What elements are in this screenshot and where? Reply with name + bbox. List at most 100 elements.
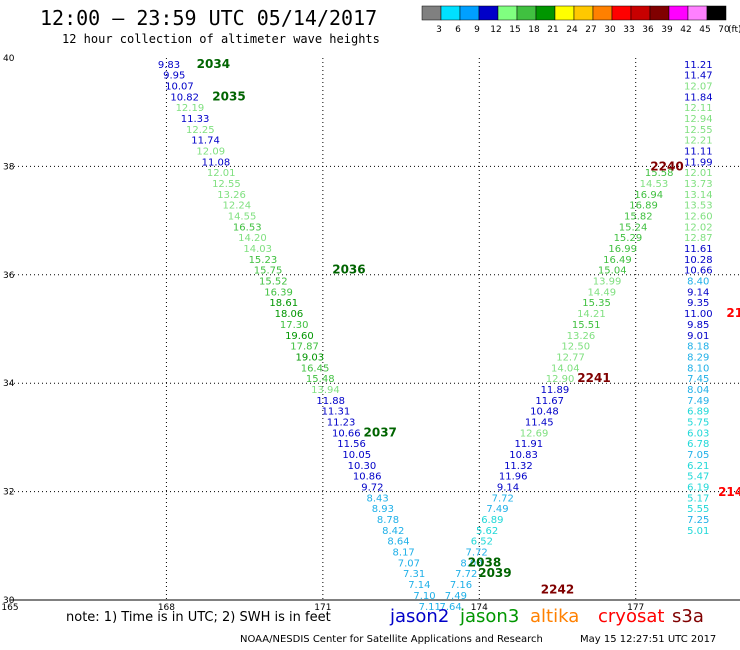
wave-height-point: 11.67: [535, 396, 564, 407]
wave-height-point: 7.05: [687, 450, 709, 461]
legend-jason2: jason2: [390, 606, 450, 627]
wave-height-point: 5.47: [687, 472, 709, 483]
x-tick-label: 168: [158, 603, 175, 610]
wave-height-point: 15.29: [614, 233, 643, 244]
wave-height-point: 5.01: [687, 526, 709, 537]
wave-height-point: 15.82: [624, 212, 653, 223]
pass-time-label: 2034: [197, 57, 230, 71]
wave-height-point: 8.42: [382, 526, 404, 537]
wave-height-point: 7.72: [455, 569, 477, 580]
wave-height-point: 11.61: [684, 244, 713, 255]
colorbar-label: 36: [642, 25, 654, 35]
wave-height-point: 12.01: [684, 168, 713, 179]
wave-height-point: 11.84: [684, 92, 713, 103]
wave-height-point: 8.40: [687, 277, 709, 288]
y-tick-label: 30: [3, 596, 15, 606]
colorbar-label: 12: [490, 25, 501, 35]
x-tick-label: 171: [314, 603, 331, 610]
wave-height-point: 11.56: [337, 439, 366, 450]
y-tick-label: 32: [3, 488, 14, 498]
wave-height-point: 11.89: [541, 385, 570, 396]
wave-height-point: 5.62: [476, 526, 498, 537]
wave-height-point: 12.21: [684, 136, 713, 147]
wave-height-point: 16.49: [603, 255, 632, 266]
wave-height-point: 11.88: [316, 396, 345, 407]
wave-height-point: 15.24: [619, 222, 648, 233]
wave-height-point: 8.10: [687, 363, 709, 374]
wave-height-point: 6.78: [687, 439, 709, 450]
wave-height-point: 12.60: [684, 212, 713, 223]
x-tick-label: 177: [627, 603, 644, 610]
wave-height-point: 15.23: [249, 255, 278, 266]
wave-height-point: 6.19: [687, 483, 709, 494]
wave-height-point: 13.99: [593, 277, 622, 288]
wave-height-point: 9.01: [687, 331, 709, 342]
pass-time-label: 2037: [364, 425, 397, 439]
wave-height-point: 12.50: [561, 342, 590, 353]
wave-height-point: 12.55: [212, 179, 241, 190]
wave-height-point: 13.14: [684, 190, 713, 201]
wave-height-point: 12.90: [546, 374, 575, 385]
x-tick-label: 165: [1, 603, 18, 610]
wave-height-point: 15.35: [582, 298, 611, 309]
wave-height-point: 9.35: [687, 298, 709, 309]
wave-height-point: 7.07: [398, 558, 420, 569]
colorbar-label: 30: [604, 25, 616, 35]
plot-area: 165 168 171 174 177 30 32 34 36 38 40 9.839.9510.07…: [1, 54, 740, 610]
pass-time-label: 2141: [718, 485, 740, 499]
wave-height-point: 7.72: [466, 548, 488, 559]
wave-height-point: 7.72: [492, 493, 514, 504]
wave-height-point: 15.48: [306, 374, 335, 385]
wave-height-point: 15.52: [259, 277, 288, 288]
wave-height-point: 10.86: [353, 472, 382, 483]
wave-height-point: 16.99: [608, 244, 637, 255]
wave-height-point: 8.43: [366, 493, 388, 504]
footer-timestamp: May 15 12:27:51 UTC 2017: [580, 634, 717, 645]
wave-height-point: 10.82: [170, 92, 199, 103]
wave-height-point: 6.89: [687, 407, 709, 418]
colorbar-label: 42: [680, 25, 691, 35]
colorbar-label: 6: [455, 25, 461, 35]
colorbar-label: 39: [661, 25, 673, 35]
wave-height-point: 13.53: [684, 201, 713, 212]
wave-height-point: 8.17: [393, 548, 415, 559]
wave-height-point: 7.16: [450, 580, 472, 591]
wave-height-point: 8.18: [687, 342, 709, 353]
wave-height-point: 12.02: [684, 222, 713, 233]
pass-time-label: 2038: [468, 555, 501, 569]
wave-height-point: 12.11: [684, 103, 713, 114]
wave-height-point: 11.74: [191, 136, 220, 147]
colorbar-label: 24: [566, 25, 578, 35]
legend-s3a: s3a: [672, 606, 704, 627]
wave-height-point: 12.69: [520, 428, 549, 439]
colorbar-label: 70: [718, 25, 730, 35]
pass-time-label: 2240: [650, 160, 683, 174]
wave-height-point: 8.29: [687, 352, 709, 363]
pass-time-label: 21: [726, 306, 740, 320]
wave-height-point: 17.30: [280, 320, 309, 331]
wave-height-point: 12.01: [207, 168, 236, 179]
wave-height-point: 8.04: [687, 385, 709, 396]
wave-height-point: 7.49: [445, 591, 467, 602]
wave-height-point: 14.49: [588, 287, 617, 298]
legend-cryosat: cryosat: [598, 606, 665, 627]
wave-height-point: 9.95: [163, 71, 185, 82]
wave-height-point: 16.53: [233, 222, 262, 233]
wave-height-point: 9.85: [687, 320, 709, 331]
wave-height-point: 11.08: [202, 157, 231, 168]
wave-height-point: 11.31: [322, 407, 351, 418]
wave-height-point: 7.49: [687, 396, 709, 407]
wave-height-point: 15.58: [645, 168, 674, 179]
footnote: note: 1) Time is in UTC; 2) SWH is in fe…: [66, 610, 331, 625]
wave-height-point: 6.89: [481, 515, 503, 526]
wave-height-point: 14.04: [551, 363, 580, 374]
wave-height-point: 12.07: [684, 81, 713, 92]
colorbar-label: 18: [528, 25, 540, 35]
wave-height-point: 12.25: [186, 125, 215, 136]
y-tick-label: 40: [3, 54, 15, 64]
chart-title: 12:00 – 23:59 UTC 05/14/2017: [40, 6, 378, 30]
wave-height-point: 18.06: [275, 309, 304, 320]
wave-height-point: 8.64: [387, 537, 409, 548]
wave-height-point: 10.66: [332, 428, 361, 439]
